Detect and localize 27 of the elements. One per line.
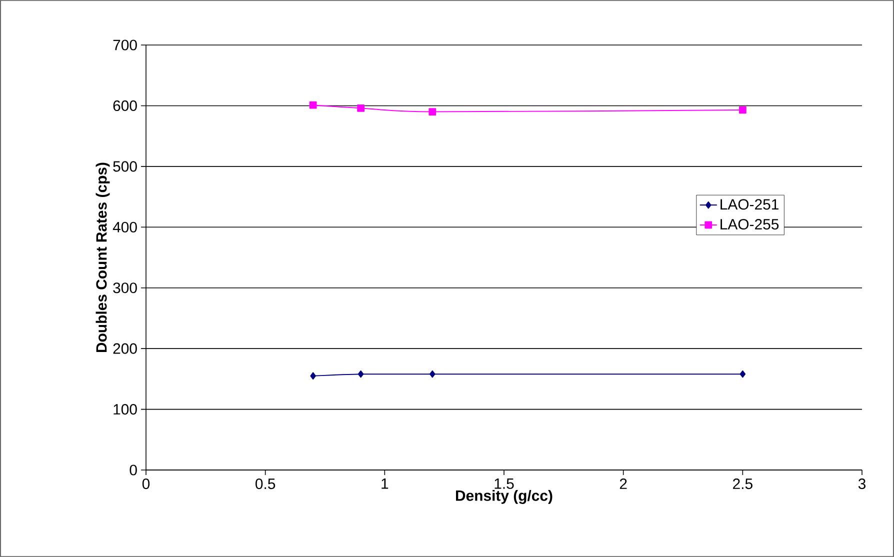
point xyxy=(740,370,746,378)
x-axis-title: Density (g/cc) xyxy=(456,490,552,504)
point xyxy=(430,370,436,378)
x-tick-label: 3 xyxy=(858,478,866,490)
legend-label: LAO-255 xyxy=(720,218,779,230)
y-tick-label: 200 xyxy=(113,343,137,354)
x-tick-label: 1.5 xyxy=(494,478,514,489)
x-tick-label: 2 xyxy=(620,478,627,489)
x-tick-label: 0 xyxy=(142,478,150,490)
legend-label: LAO-251 xyxy=(720,199,778,210)
x-tick-label: 2.5 xyxy=(733,478,752,490)
y-tick-label: 600 xyxy=(113,100,137,112)
point xyxy=(428,108,436,116)
point xyxy=(309,101,317,109)
y-axis-title: Doubles Count Rates (cps) xyxy=(96,162,110,352)
y-tick-label: 700 xyxy=(113,40,137,50)
y-tick-label: 100 xyxy=(114,404,137,415)
point xyxy=(358,370,364,378)
point xyxy=(310,372,316,380)
point xyxy=(357,104,364,112)
y-tick-label: 0 xyxy=(130,464,137,476)
x-tick-label: 1 xyxy=(382,478,388,489)
x-tick-label: 0.5 xyxy=(256,478,276,490)
y-tick-label: 300 xyxy=(113,282,137,294)
y-tick-label: 400 xyxy=(112,222,137,232)
point xyxy=(738,106,746,114)
y-tick-label: 500 xyxy=(113,161,137,172)
